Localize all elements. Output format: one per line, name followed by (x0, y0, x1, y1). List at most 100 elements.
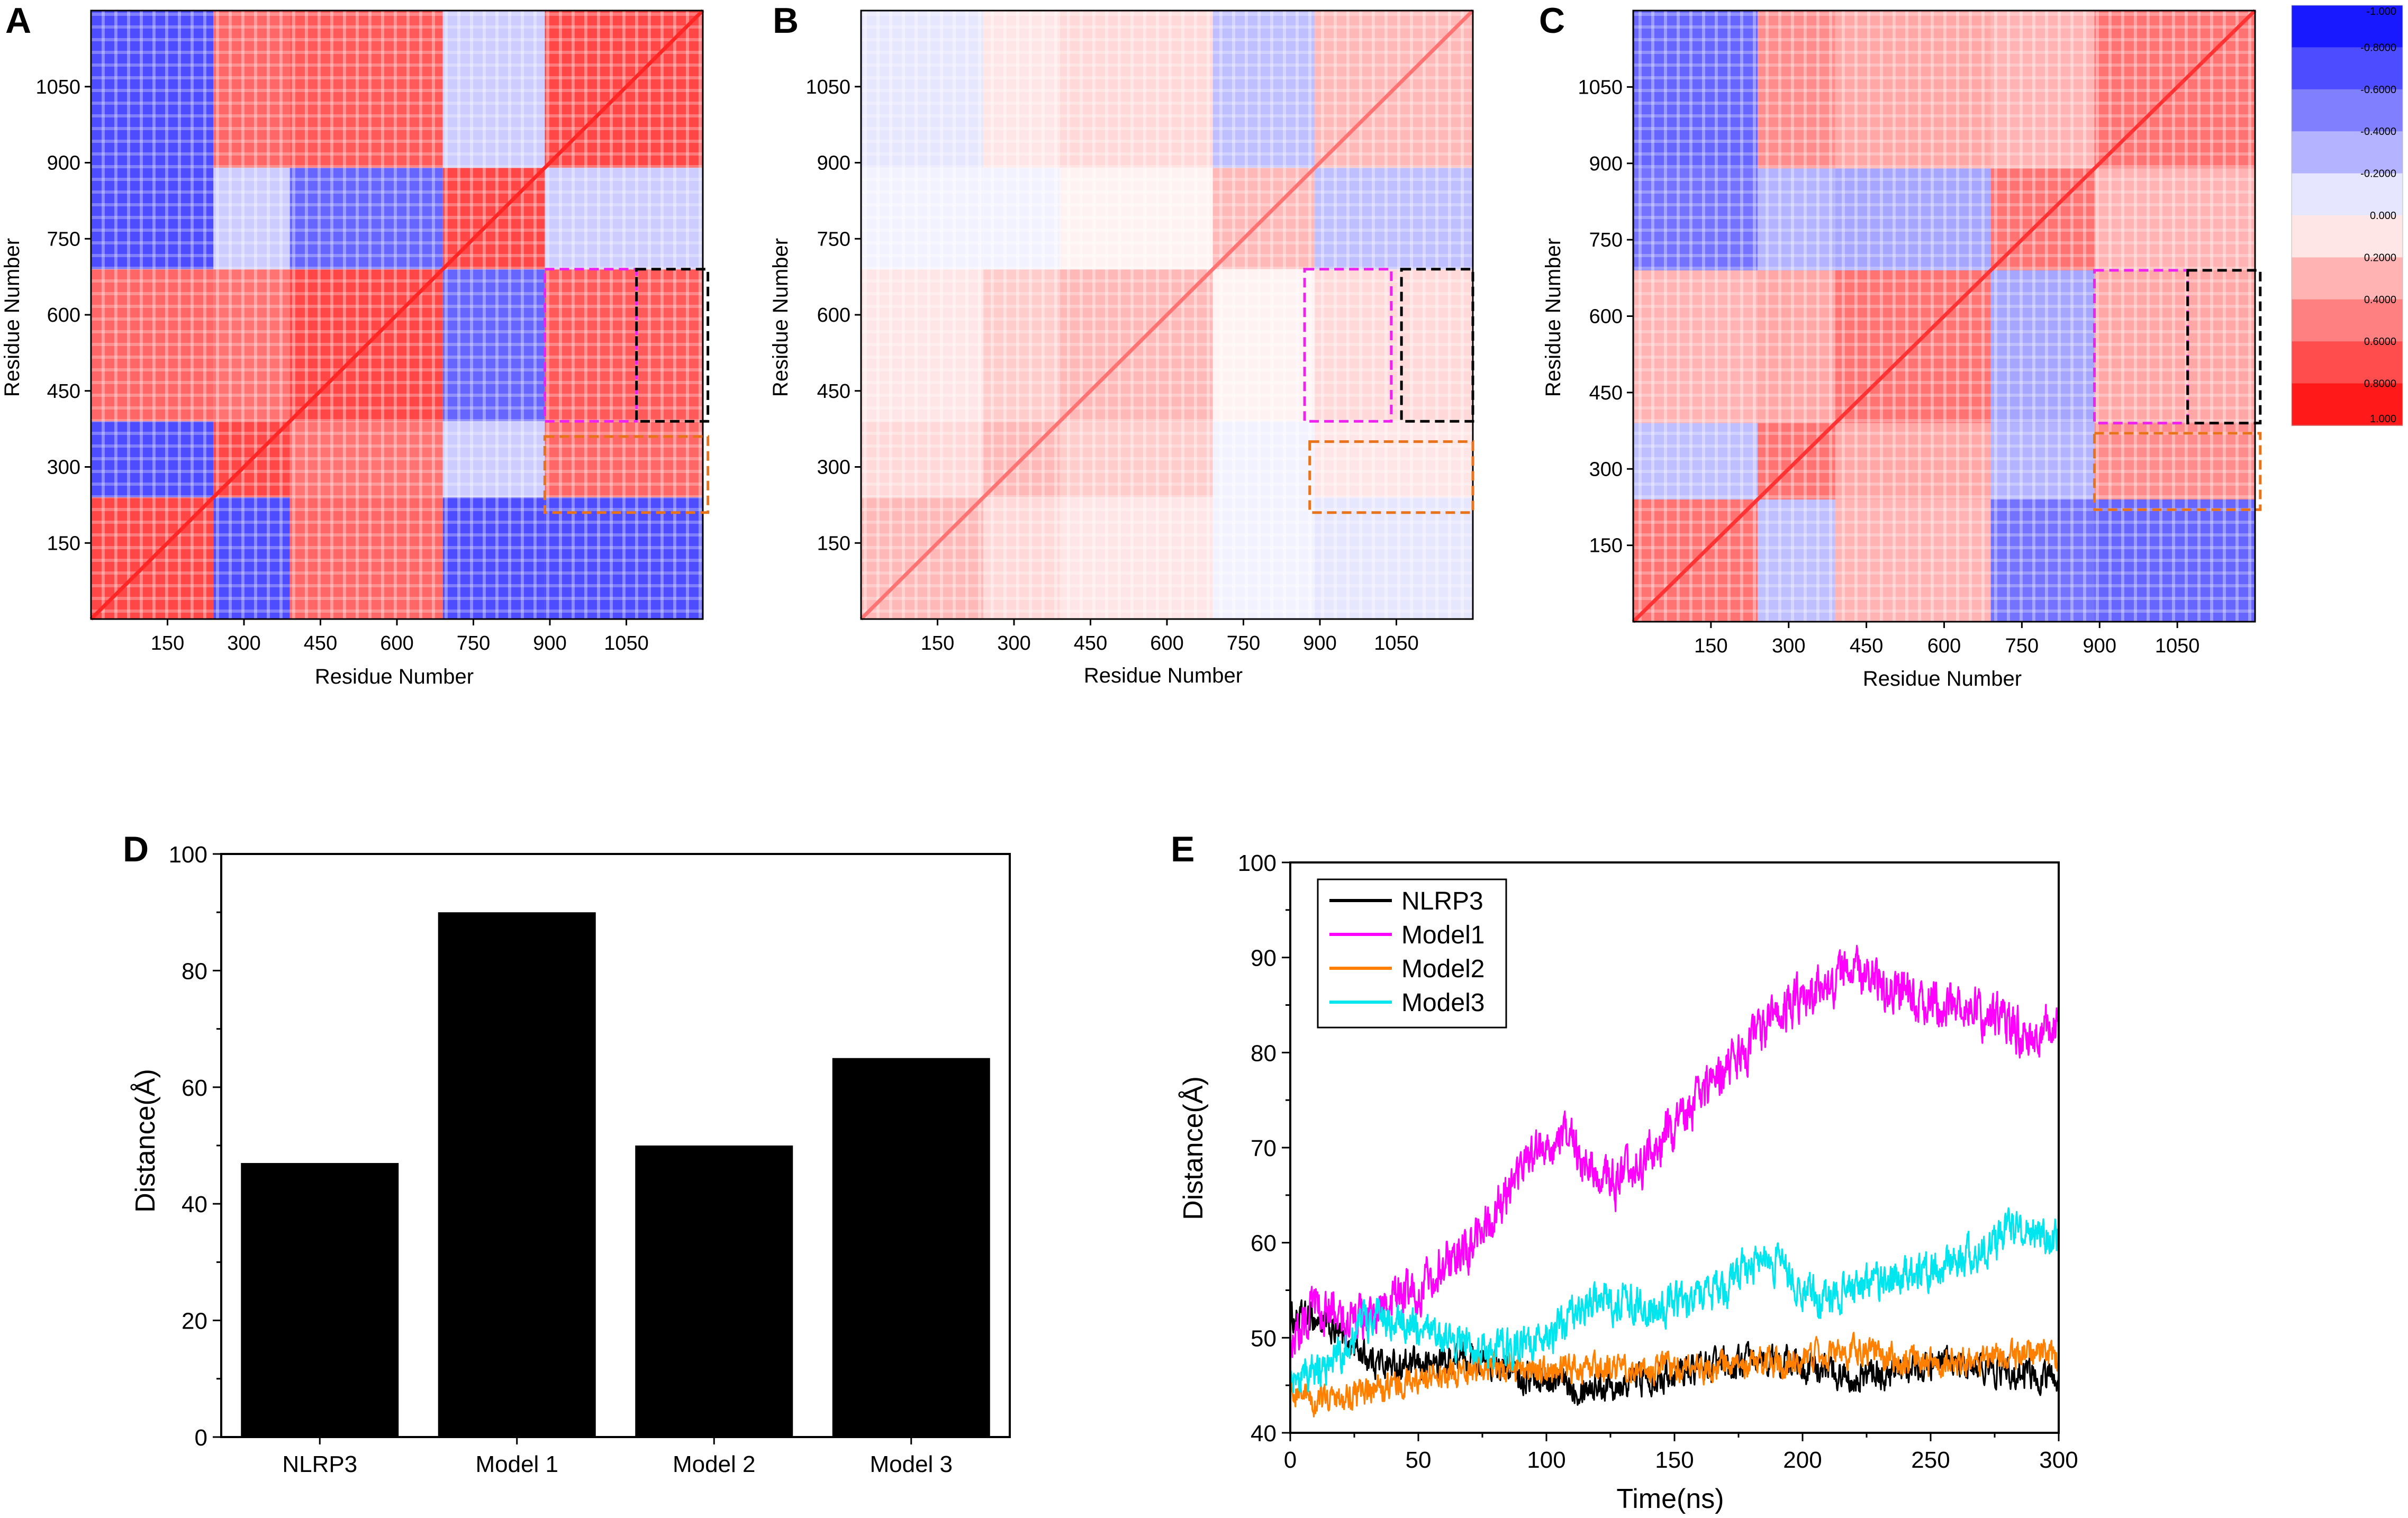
colorbar-swatch (2292, 383, 2403, 426)
x-tick-label: Model 2 (673, 1451, 756, 1477)
colorbar-level-label: 0.000 (2370, 210, 2396, 222)
heatmap-texture-h (442, 421, 545, 497)
heatmap-texture-h (213, 497, 290, 619)
heatmap-texture-h (91, 168, 214, 269)
y-tick-label: 20 (182, 1308, 207, 1334)
bar-model-1 (438, 912, 596, 1437)
y-tick-label: 50 (1251, 1325, 1277, 1351)
heatmap-c: 150 300 450 600 750 900 1050 150 300 450 600 750 900… (1578, 9, 2262, 657)
colorbar-swatch (2292, 5, 2403, 48)
x-tick-label: 900 (533, 632, 566, 655)
y-axis-title-b: Residue Number (769, 238, 792, 397)
highlight-box-orange (2093, 432, 2262, 511)
colorbar-swatch (2292, 215, 2403, 258)
heatmap-texture-h (289, 11, 443, 168)
y-tick-label: 80 (182, 958, 207, 984)
y-tick-label: 1050 (35, 76, 80, 98)
y-tick-label: 300 (817, 457, 850, 479)
heatmap-texture-h (1835, 168, 1991, 270)
y-tick-label: 900 (817, 152, 850, 175)
heatmap-texture-h (1060, 421, 1213, 497)
heatmap-a: 150 300 450 600 750 900 1050 150 300 450 600 750 900… (35, 9, 710, 655)
panel-a: A 150 300 450 600 750 900 1050 150 300 450 600 750 9… (1, 1, 710, 688)
highlight-box-black (2186, 269, 2262, 425)
heatmap-texture-h (1835, 423, 1991, 499)
heatmap-texture-h (1060, 11, 1213, 168)
y-tick-label: 600 (47, 304, 80, 326)
panel-d: D NLRP3 Model 1 Model 2 Model 3 0 20 40 60 80 100… (123, 829, 1011, 1477)
panel-label-b: B (773, 1, 799, 41)
panel-label-c: C (1539, 1, 1565, 41)
colorbar-frame (2291, 5, 2403, 426)
heatmap-texture-h (545, 269, 703, 422)
x-tick-label: 100 (1527, 1447, 1565, 1473)
x-tick-label: 600 (1150, 632, 1183, 655)
x-tick-label: 300 (997, 632, 1030, 655)
colorbar-level-label: 0.6000 (2364, 336, 2396, 348)
colorbar-swatch (2292, 131, 2403, 174)
y-tick-label: 600 (1589, 306, 1623, 328)
heatmap-texture-h (1633, 270, 1758, 423)
x-tick-label: Model 3 (870, 1451, 953, 1477)
heatmap-texture-h (983, 11, 1060, 168)
x-tick-label: 150 (151, 632, 184, 655)
x-tick-label: 150 (1655, 1447, 1694, 1473)
x-tick-label: 600 (1927, 635, 1961, 657)
colorbar-swatch (2292, 89, 2403, 132)
heatmap-texture-h (861, 269, 984, 422)
heatmap-texture-h (1315, 168, 1473, 269)
highlight-box-orange (1308, 440, 1474, 514)
colorbar-swatch (2292, 47, 2403, 90)
colorbar-level-label: -0.8000 (2360, 42, 2396, 53)
heatmap-texture-h (213, 168, 290, 269)
y-tick-label: 40 (1251, 1421, 1277, 1447)
x-tick-label: 750 (457, 632, 490, 655)
bar-nlrp3 (241, 1163, 399, 1437)
colorbar: -1.000 -0.8000 -0.6000 -0.4000 -0.2000 0.000 0… (2291, 5, 2403, 426)
x-tick-label: 900 (1303, 632, 1336, 655)
heatmap-texture-h (1758, 168, 1835, 270)
y-tick-label: 80 (1251, 1040, 1277, 1066)
bar-model-2 (635, 1146, 793, 1437)
x-tick-label: 250 (1911, 1447, 1950, 1473)
y-tick-label: 750 (817, 228, 850, 250)
legend-label-model1: Model1 (1401, 921, 1484, 949)
y-tick-label: 100 (1238, 850, 1277, 876)
legend-label-model2: Model2 (1401, 955, 1484, 983)
y-tick-label: 900 (1589, 153, 1623, 175)
heatmap-texture-h (91, 11, 214, 168)
colorbar-swatch (2292, 173, 2403, 216)
x-axis-title-a: Residue Number (315, 665, 474, 688)
heatmap-texture-h (1990, 423, 2095, 499)
y-tick-label: 300 (1589, 458, 1623, 480)
series-line-nlrp3 (1289, 1299, 2060, 1406)
x-tick-label: 1050 (1374, 632, 1419, 655)
y-tick-label: 150 (47, 532, 80, 555)
heatmap-diagonal (859, 9, 1474, 621)
heatmap-texture-h (861, 168, 984, 269)
x-tick-label: Model 1 (475, 1451, 558, 1477)
x-tick-label: 200 (1783, 1447, 1822, 1473)
heatmap-texture-h (289, 497, 443, 619)
heatmap-texture-h (1990, 270, 2095, 423)
x-axis-title-e: Time(ns) (1616, 1484, 1724, 1514)
heatmap-texture-h (1060, 168, 1213, 269)
y-tick-label: 100 (169, 842, 207, 868)
y-tick-label: 90 (1251, 946, 1277, 971)
panel-label-e: E (1171, 829, 1194, 869)
highlight-box-black (1400, 268, 1474, 423)
y-tick-label: 150 (817, 532, 850, 555)
colorbar-level-label: -0.4000 (2360, 126, 2396, 138)
x-tick-label: 750 (2005, 635, 2039, 657)
heatmap-texture-h (1212, 269, 1315, 422)
heatmap-texture-h (1212, 11, 1315, 168)
y-axis-title-c: Residue Number (1542, 238, 1565, 397)
heatmap-texture-h (1835, 11, 1991, 169)
x-tick-label: 1050 (604, 632, 649, 655)
y-tick-label: 300 (47, 457, 80, 479)
heatmap-texture-h (91, 269, 214, 422)
y-tick-label: 450 (47, 380, 80, 403)
y-tick-label: 60 (1251, 1231, 1277, 1257)
heatmap-texture-h (442, 269, 545, 422)
